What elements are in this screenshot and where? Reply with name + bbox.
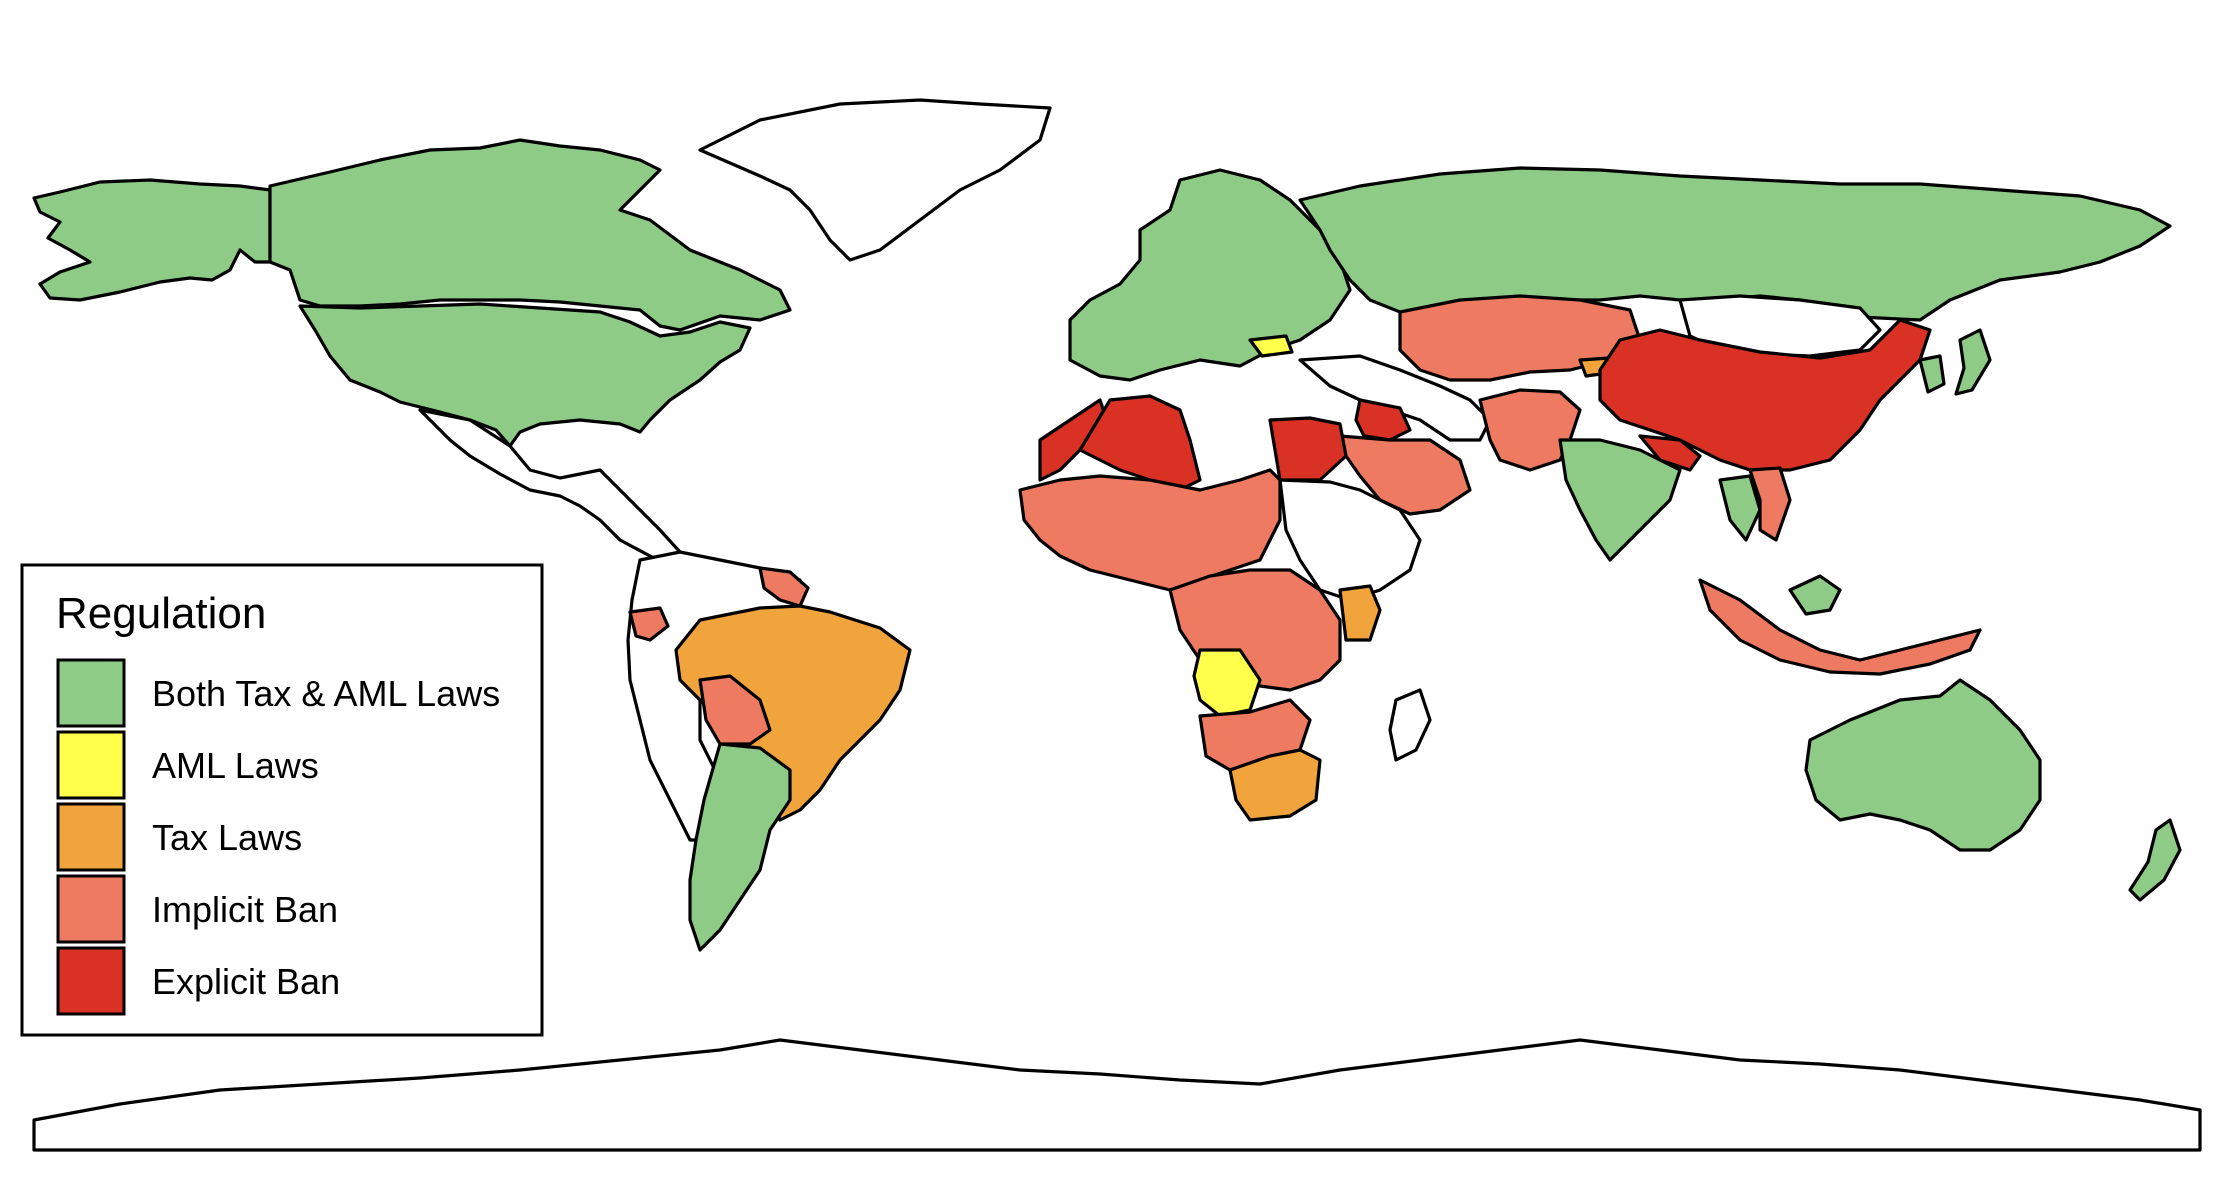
region-kenya [1338, 584, 1382, 642]
region-greenland [698, 98, 1052, 262]
region-bolivia [698, 674, 772, 746]
legend-swatch-implicit [56, 874, 126, 944]
legend-swatch-explicit [56, 946, 126, 1016]
region-india [1558, 438, 1682, 562]
region-new-zealand [2128, 818, 2182, 902]
region-japan [1954, 328, 1992, 396]
region-ecuador [628, 606, 670, 642]
region-south-africa [1228, 748, 1322, 822]
region-china [1598, 318, 1932, 472]
region-egypt [1268, 416, 1348, 482]
region-antarctica [32, 1038, 2202, 1152]
region-madagascar [1388, 688, 1432, 762]
legend-label-implicit: Implicit Ban [152, 889, 338, 930]
region-korea [1918, 354, 1946, 394]
region-west-africa [1018, 468, 1282, 592]
legend-label-explicit: Explicit Ban [152, 961, 340, 1002]
legend-label-both: Both Tax & AML Laws [152, 673, 500, 714]
region-alaska [32, 178, 272, 302]
region-australia [1804, 678, 2042, 852]
region-central-america [418, 408, 682, 568]
region-sudan [1278, 478, 1422, 602]
region-argentina [688, 742, 792, 952]
legend-swatch-aml [56, 730, 126, 800]
region-borneo [1788, 574, 1842, 616]
legend-title: Regulation [56, 589, 266, 638]
region-bulgaria [1248, 334, 1294, 358]
region-usa [298, 302, 752, 448]
legend-label-aml: AML Laws [152, 745, 319, 786]
region-vietnam [1748, 466, 1792, 542]
legend-label-tax: Tax Laws [152, 817, 302, 858]
region-indonesia [1698, 578, 1982, 676]
region-canada [268, 138, 792, 332]
legend-swatch-tax [56, 802, 126, 872]
legend-swatch-both [56, 658, 126, 728]
legend: Regulation Both Tax & AML Laws AML Laws Ta… [20, 563, 544, 1037]
region-saudi-arabia [1338, 434, 1472, 516]
region-thailand [1718, 474, 1762, 542]
region-algeria [1078, 394, 1202, 492]
